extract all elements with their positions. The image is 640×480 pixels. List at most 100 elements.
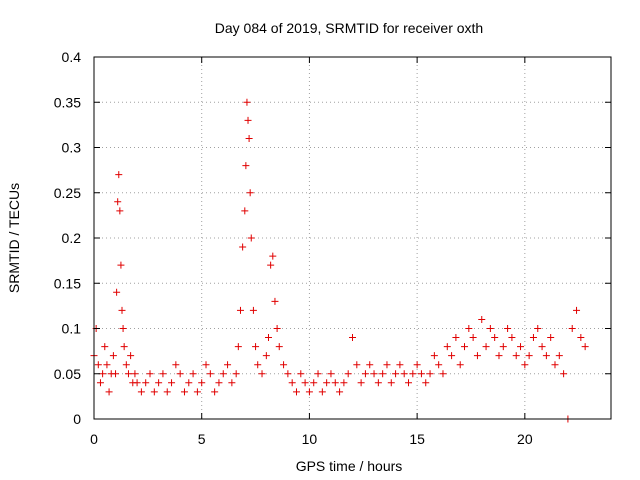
data-point: [310, 379, 318, 387]
data-point: [430, 352, 438, 360]
data-point: [340, 379, 348, 387]
data-point: [314, 370, 322, 378]
data-point: [478, 315, 486, 323]
data-point: [297, 370, 305, 378]
data-point: [172, 361, 180, 369]
data-point: [249, 306, 257, 314]
data-point: [273, 325, 281, 332]
data-point: [99, 370, 107, 378]
data-points: [90, 98, 589, 423]
data-point: [243, 98, 251, 106]
chart-title: Day 084 of 2019, SRMTID for receiver oxt…: [215, 20, 483, 36]
grid-lines: [94, 57, 611, 419]
data-point: [146, 370, 154, 378]
data-point: [198, 379, 206, 387]
data-point: [176, 370, 184, 378]
data-point: [452, 334, 460, 342]
data-point: [280, 361, 288, 369]
data-point: [413, 361, 421, 369]
data-point: [284, 370, 292, 378]
data-point: [264, 334, 272, 342]
data-point: [379, 370, 387, 378]
data-point: [534, 325, 542, 332]
data-point: [327, 370, 335, 378]
data-point: [114, 198, 122, 206]
data-point: [542, 352, 550, 360]
data-point: [117, 261, 125, 269]
y-tick-label: 0.25: [54, 185, 81, 201]
y-tick-label: 0.35: [54, 94, 81, 110]
data-point: [336, 388, 344, 396]
data-point: [473, 352, 481, 360]
data-point: [396, 361, 404, 369]
data-point: [254, 361, 262, 369]
y-tick-label: 0.2: [62, 230, 82, 246]
data-point: [133, 379, 141, 387]
y-tick-label: 0: [73, 411, 81, 427]
data-point: [119, 325, 127, 332]
x-tick-label: 5: [198, 431, 206, 447]
data-point: [538, 343, 546, 351]
data-point: [374, 379, 382, 387]
data-point: [469, 334, 477, 342]
data-point: [465, 325, 473, 332]
data-point: [124, 370, 132, 378]
data-point: [109, 352, 117, 360]
data-point: [271, 297, 279, 305]
data-point: [405, 379, 413, 387]
data-point: [482, 343, 490, 351]
x-tick-label: 15: [409, 431, 425, 447]
data-point: [269, 252, 277, 260]
data-point: [228, 379, 236, 387]
data-point: [504, 325, 512, 332]
data-point: [131, 370, 139, 378]
data-point: [292, 388, 300, 396]
data-point: [94, 361, 102, 369]
data-point: [581, 343, 589, 351]
data-point: [301, 379, 309, 387]
data-point: [357, 379, 365, 387]
data-point: [517, 343, 525, 351]
x-tick-label: 10: [302, 431, 318, 447]
axis-ticks: 0 5 10 15 20 0 0.05 0.1 0.15 0.2 0.25 0.3 0.35 0.4: [54, 49, 611, 447]
data-point: [461, 343, 469, 351]
data-point: [512, 352, 520, 360]
data-point: [555, 352, 563, 360]
data-point: [150, 388, 158, 396]
data-point: [456, 361, 464, 369]
data-point: [370, 370, 378, 378]
data-point: [366, 361, 374, 369]
x-tick-label: 20: [517, 431, 533, 447]
data-point: [409, 370, 417, 378]
data-point: [426, 370, 434, 378]
data-point: [137, 388, 145, 396]
data-point: [568, 325, 576, 332]
data-point: [443, 343, 451, 351]
data-point: [105, 388, 113, 396]
data-point: [560, 370, 568, 378]
data-point: [267, 261, 275, 269]
data-point: [193, 388, 201, 396]
data-point: [486, 325, 494, 332]
data-point: [573, 306, 581, 314]
data-point: [168, 379, 176, 387]
data-point: [435, 361, 443, 369]
data-point: [422, 379, 430, 387]
data-point: [508, 334, 516, 342]
data-point: [439, 370, 447, 378]
data-point: [189, 370, 197, 378]
data-point: [551, 361, 559, 369]
data-point: [241, 207, 249, 215]
data-point: [103, 361, 111, 369]
data-point: [448, 352, 456, 360]
data-point: [115, 171, 123, 179]
data-point: [331, 379, 339, 387]
data-point: [353, 361, 361, 369]
x-tick-label: 0: [90, 431, 98, 447]
data-point: [258, 370, 266, 378]
data-point: [383, 361, 391, 369]
y-tick-label: 0.1: [62, 321, 82, 337]
data-point: [163, 388, 171, 396]
y-tick-label: 0.4: [62, 49, 82, 65]
data-point: [246, 189, 254, 197]
